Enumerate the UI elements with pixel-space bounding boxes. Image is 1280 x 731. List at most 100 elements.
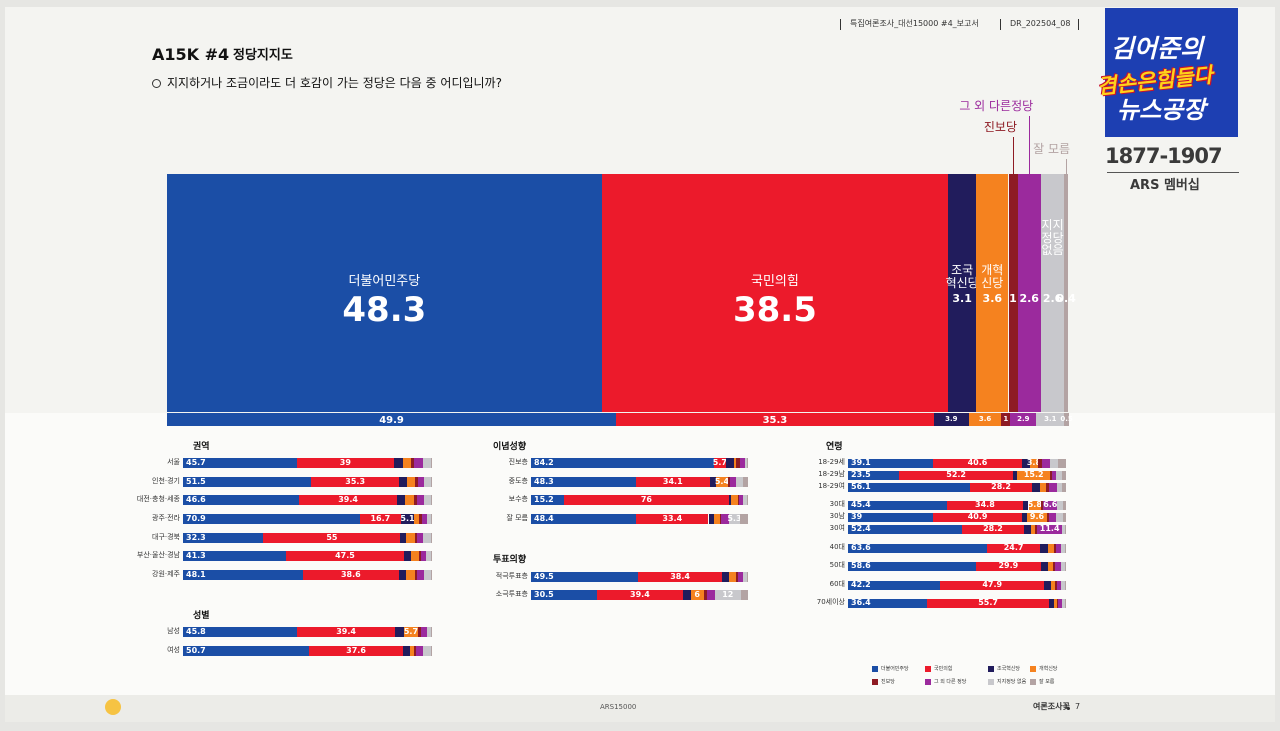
bar-segment — [414, 570, 418, 580]
logo-line: 김어준의 — [1111, 34, 1204, 63]
bar-segment — [1017, 470, 1051, 480]
bar-segment — [393, 458, 403, 468]
bar-segment — [410, 551, 419, 561]
bar-segment — [1021, 458, 1030, 468]
value-label: 15.2 — [1023, 470, 1044, 479]
bar-segment — [848, 561, 976, 571]
bar-segment — [309, 646, 403, 656]
footer-brand: 여론조사꽃 — [1033, 702, 1070, 711]
row-label: 잘 모름 — [506, 514, 528, 522]
row-label: 강원·제주 — [152, 570, 180, 578]
value-label: 9.6 — [1029, 512, 1045, 521]
row-label: 18-29세 — [818, 458, 845, 466]
bar-segment — [1056, 470, 1062, 480]
bar-segment — [721, 572, 729, 582]
bar-segment — [747, 458, 748, 468]
segment-label: 개혁 신당 — [981, 263, 1004, 290]
value-label: 46.6 — [186, 495, 206, 504]
value-label: 84.2 — [534, 458, 554, 467]
bar-segment — [1029, 458, 1039, 468]
report-name: 특집여론조사_대선15000 #4_보고서 — [850, 19, 979, 28]
segment-label: 그 외 다른정당 — [959, 99, 1034, 113]
value-label: 12 — [722, 590, 734, 599]
bar-segment — [400, 533, 406, 543]
bar-segment — [1055, 512, 1063, 522]
value-label: 45.4 — [851, 500, 871, 509]
bar-segment — [1056, 543, 1062, 553]
bar-segment — [416, 533, 424, 543]
bar-segment — [636, 514, 709, 524]
value-label: 24.7 — [1003, 543, 1024, 552]
brand-icon — [105, 699, 121, 715]
row-label: 남성 — [167, 627, 180, 635]
bar-segment — [1023, 524, 1031, 534]
bar-segment — [531, 590, 598, 600]
value-label: 6.6 — [1043, 500, 1058, 509]
bar-segment — [401, 514, 414, 524]
bar-segment — [728, 514, 741, 524]
leader-line — [1029, 116, 1031, 174]
bar-segment — [1061, 543, 1066, 553]
bar-segment — [1061, 580, 1066, 590]
bar-segment — [1036, 413, 1065, 426]
legend-label: 국민의힘 — [934, 666, 953, 672]
value-label: 48.3 — [342, 290, 427, 330]
legend-label: 그 외 다른 정당 — [934, 679, 967, 685]
bar-segment — [417, 477, 425, 487]
bar-segment — [1065, 561, 1066, 571]
legend-label: 잘 모름 — [1039, 679, 1055, 685]
row-label: 70세이상 — [816, 598, 845, 606]
bar-segment — [735, 572, 738, 582]
bar-segment — [1051, 470, 1057, 480]
bar-segment — [431, 646, 432, 656]
value-label: 38.4 — [670, 572, 690, 581]
value-label: 48.1 — [186, 570, 206, 579]
value-label: 5.4 — [714, 477, 730, 486]
bar-segment — [183, 570, 303, 580]
bar-segment — [405, 533, 415, 543]
value-label: 32.3 — [186, 533, 206, 542]
legend-swatch — [988, 666, 994, 672]
value-label: 39.4 — [338, 495, 358, 504]
legend-swatch — [925, 666, 931, 672]
value-label: 33.4 — [662, 514, 683, 523]
separator — [1078, 19, 1079, 30]
bar-segment — [1017, 174, 1041, 412]
bar-segment — [1026, 512, 1048, 522]
bar-segment — [183, 646, 310, 656]
bar-segment — [703, 590, 707, 600]
value-label: 34.8 — [975, 500, 995, 509]
value-label: 40.6 — [967, 458, 988, 467]
bar-segment — [531, 458, 714, 468]
bar-segment — [423, 495, 431, 505]
bar-segment — [406, 570, 415, 580]
value-label: 39.4 — [336, 627, 356, 636]
value-label: 56.1 — [851, 482, 871, 491]
bar-segment — [1040, 174, 1065, 412]
bar-segment — [1048, 512, 1056, 522]
value-label: 3.1 — [1044, 415, 1057, 423]
bar-segment — [416, 495, 424, 505]
bar-segment — [1062, 512, 1066, 522]
value-label: 30.5 — [534, 590, 554, 599]
bar-segment — [1047, 512, 1049, 522]
logo-phone: 1877-1907 — [1105, 144, 1223, 168]
bar-segment — [183, 477, 312, 487]
bar-segment — [406, 477, 416, 487]
bar-segment — [403, 627, 419, 637]
bar-segment — [976, 174, 1009, 412]
row-label: 진보층 — [508, 458, 528, 466]
group-title: 이념성향 — [493, 442, 527, 452]
bar-segment — [743, 572, 748, 582]
value-label: 47.9 — [982, 580, 1003, 589]
value-label: 28.2 — [991, 482, 1011, 491]
bar-segment — [183, 627, 298, 637]
bar-segment — [1037, 524, 1063, 534]
value-label: 55.7 — [978, 598, 998, 607]
bar-segment — [848, 524, 963, 534]
bar-segment — [601, 174, 949, 412]
value-label: 6 — [694, 590, 700, 599]
bar-segment — [899, 470, 1013, 480]
bar-segment — [1022, 500, 1029, 510]
row-label: 60대 — [829, 580, 845, 588]
